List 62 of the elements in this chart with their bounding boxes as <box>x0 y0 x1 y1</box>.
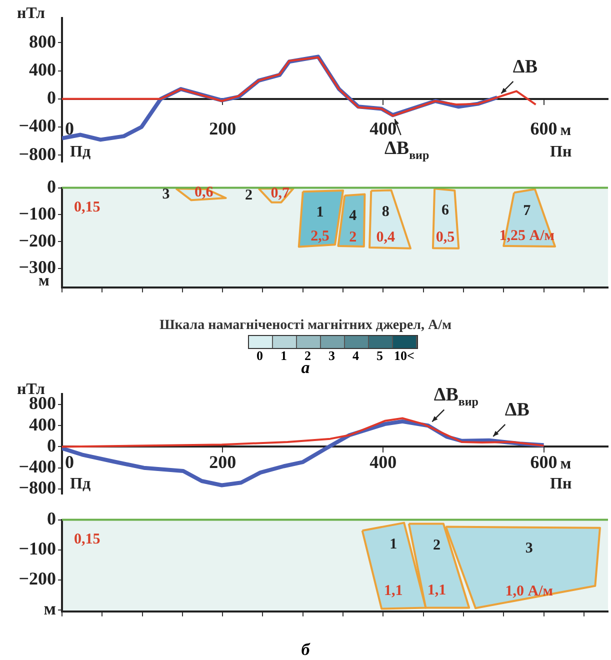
x-tick-label: 400 <box>370 452 397 472</box>
x-tick-label: 0 <box>65 118 74 139</box>
series-label: 1 <box>316 204 324 220</box>
annotation: 0,4 <box>376 230 396 246</box>
x-axis-title: м <box>560 122 572 140</box>
color-bar-label: 2 <box>304 348 311 364</box>
annotation: Пд <box>70 475 91 492</box>
y-tick-label: −200 <box>18 230 56 250</box>
y-tick-label: −300 <box>18 257 56 278</box>
x-tick-label: 600 <box>530 118 558 139</box>
color-bar-label: 1 <box>280 348 287 364</box>
annotation: Пн <box>550 475 572 492</box>
color-bar-label: 5 <box>376 348 383 364</box>
y-tick-label: 0 <box>47 88 56 108</box>
y-tick-label: −800 <box>18 478 56 498</box>
y-tick-label: 400 <box>29 59 56 80</box>
annotation: 1,1 <box>427 582 446 599</box>
x-tick-label: 200 <box>209 452 236 472</box>
annotation: 0,15 <box>74 200 100 216</box>
series-label: 2 <box>244 187 252 204</box>
y-tick-label: 400 <box>29 414 56 434</box>
series-label: 6 <box>441 202 450 218</box>
color-bar-label: 3 <box>328 348 335 364</box>
color-bar-label: 10< <box>394 348 414 364</box>
y-axis-title: нТл <box>16 5 46 22</box>
y-tick-label: −100 <box>18 203 56 224</box>
y-tick-label: −400 <box>18 456 56 476</box>
series-label: 1 <box>390 536 398 553</box>
annotation: Пд <box>70 143 91 160</box>
x-tick-label: 600 <box>530 452 558 472</box>
y-tick-label: −100 <box>18 538 56 558</box>
y-tick-label: −200 <box>18 568 56 589</box>
annotation: 0,5 <box>436 229 455 246</box>
annotation: Пн <box>550 143 572 160</box>
x-axis-title: м <box>560 455 572 472</box>
color-bar-label: 0 <box>256 348 263 364</box>
series-label: 3 <box>162 186 170 202</box>
annotation: 0,7 <box>270 185 290 202</box>
series-label: 2 <box>433 538 441 554</box>
series-label: 3 <box>525 540 533 557</box>
color-bar-title: Шкала намагніченості магнітних джерел, А/м <box>158 318 453 334</box>
x-tick-label: 200 <box>209 118 236 139</box>
y-tick-label: 800 <box>29 31 56 52</box>
series-label: 4 <box>349 208 358 224</box>
x-tick-label: 0 <box>65 452 74 472</box>
y-tick-label: 0 <box>47 435 56 456</box>
series-label: 8 <box>382 204 390 220</box>
series-label: 7 <box>523 203 532 220</box>
y-tick-label: −400 <box>18 116 56 136</box>
text: б <box>300 640 312 659</box>
x-tick-label: 400 <box>370 118 397 139</box>
annotation: 0,15 <box>74 532 100 548</box>
annotation: 1,1 <box>384 583 403 600</box>
annotation: ΔB <box>504 399 530 420</box>
y-tick-label: 0 <box>47 508 56 528</box>
color-bar-label: 4 <box>352 348 359 364</box>
annotation: ΔB <box>512 56 538 78</box>
y-tick-label: м <box>44 598 56 619</box>
annotation: 2 <box>349 229 357 246</box>
annotation: 2,5 <box>310 228 330 245</box>
y-tick-label: −800 <box>18 144 56 164</box>
y-tick-label: 0 <box>47 176 56 196</box>
